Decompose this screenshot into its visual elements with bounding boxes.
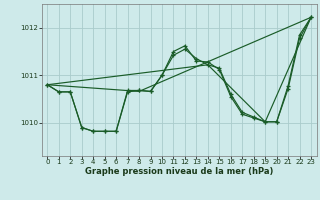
X-axis label: Graphe pression niveau de la mer (hPa): Graphe pression niveau de la mer (hPa) [85, 167, 273, 176]
